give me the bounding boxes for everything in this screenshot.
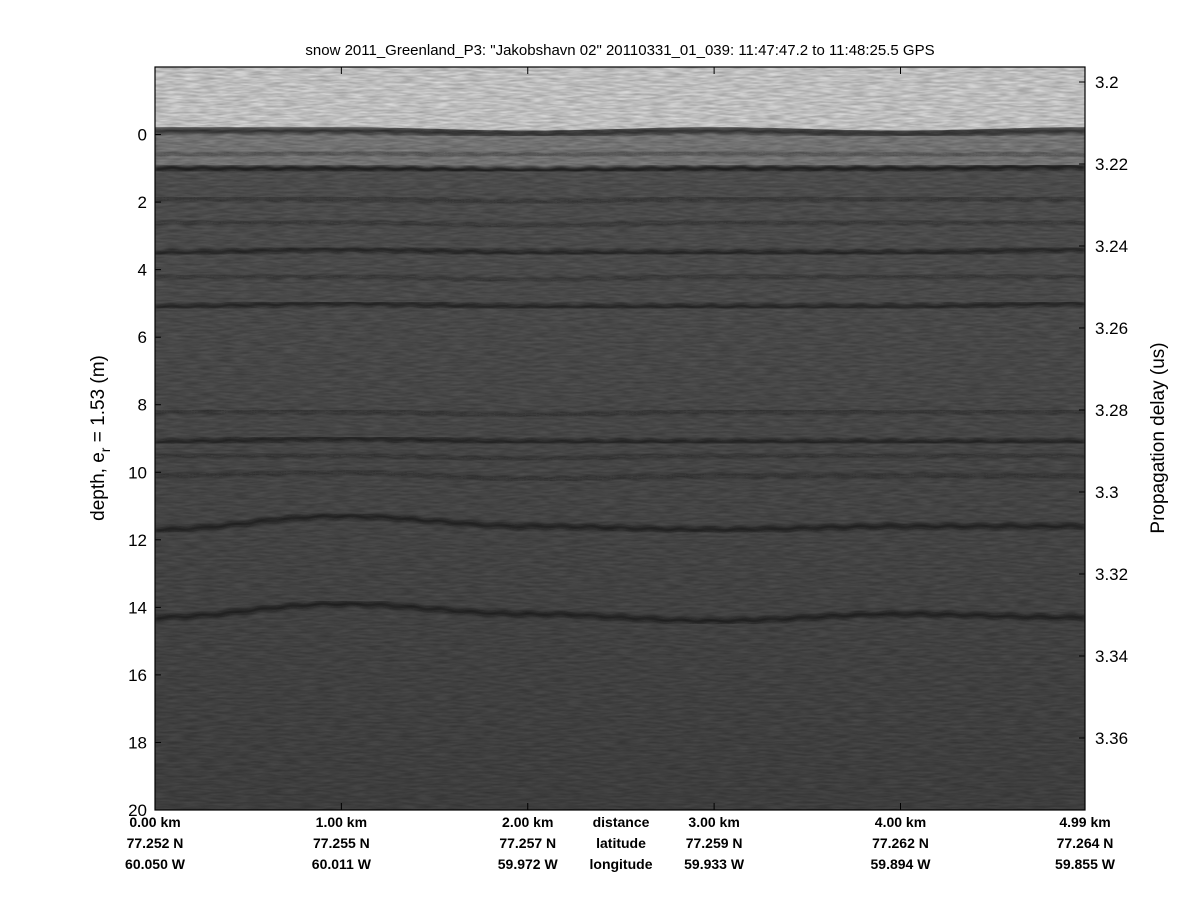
y-left-tick-label: 2	[138, 193, 147, 212]
y-right-tick-label: 3.22	[1095, 155, 1128, 174]
y-left-tick-label: 12	[128, 531, 147, 550]
x-tick-distance: 0.00 km	[129, 814, 180, 830]
bottom-row-label-latitude: latitude	[596, 835, 646, 851]
y-right-tick-label: 3.2	[1095, 73, 1119, 92]
y-left-tick-label: 20	[128, 801, 147, 820]
echogram-image	[155, 67, 1085, 810]
x-tick-distance: 4.00 km	[875, 814, 926, 830]
x-tick-distance: 3.00 km	[688, 814, 739, 830]
chart-title: snow 2011_Greenland_P3: "Jakobshavn 02" …	[305, 42, 934, 59]
x-tick-latitude: 77.259 N	[686, 835, 743, 851]
x-tick-latitude: 77.252 N	[127, 835, 184, 851]
x-tick-latitude: 77.257 N	[499, 835, 556, 851]
x-tick-latitude: 77.264 N	[1057, 835, 1114, 851]
x-tick-distance: 2.00 km	[502, 814, 553, 830]
y-right-tick-label: 3.28	[1095, 401, 1128, 420]
x-tick-longitude: 59.972 W	[498, 856, 559, 872]
bottom-row-label-longitude: longitude	[590, 856, 653, 872]
plot-frame	[154, 66, 1086, 811]
x-tick-distance: 1.00 km	[316, 814, 367, 830]
y-right-tick-label: 3.24	[1095, 237, 1128, 256]
x-tick-distance: 4.99 km	[1059, 814, 1110, 830]
y-left-tick-label: 0	[138, 126, 147, 145]
x-tick-longitude: 59.933 W	[684, 856, 745, 872]
y-left-tick-label: 4	[138, 261, 147, 280]
x-tick-latitude: 77.255 N	[313, 835, 370, 851]
y-left-tick-label: 16	[128, 666, 147, 685]
bottom-row-label-distance: distance	[593, 814, 650, 830]
y-right-tick-label: 3.3	[1095, 483, 1119, 502]
x-tick-longitude: 59.894 W	[871, 856, 932, 872]
y-axis-right-label: Propagation delay (us)	[1148, 342, 1169, 533]
y-right-tick-label: 3.34	[1095, 647, 1128, 666]
x-tick-longitude: 60.050 W	[125, 856, 186, 872]
y-left-tick-label: 10	[128, 463, 147, 482]
y-left-tick-label: 18	[128, 733, 147, 752]
y-right-tick-label: 3.32	[1095, 565, 1128, 584]
y-right-tick-label: 3.36	[1095, 729, 1128, 748]
y-left-tick-label: 6	[138, 328, 147, 347]
x-tick-latitude: 77.262 N	[872, 835, 929, 851]
y-left-tick-label: 8	[138, 396, 147, 415]
y-axis-left-label: depth, er = 1.53 (m)	[88, 355, 113, 521]
x-tick-longitude: 60.011 W	[312, 856, 372, 872]
x-tick-longitude: 59.855 W	[1055, 856, 1116, 872]
y-left-tick-label: 14	[128, 598, 147, 617]
y-right-tick-label: 3.26	[1095, 319, 1128, 338]
